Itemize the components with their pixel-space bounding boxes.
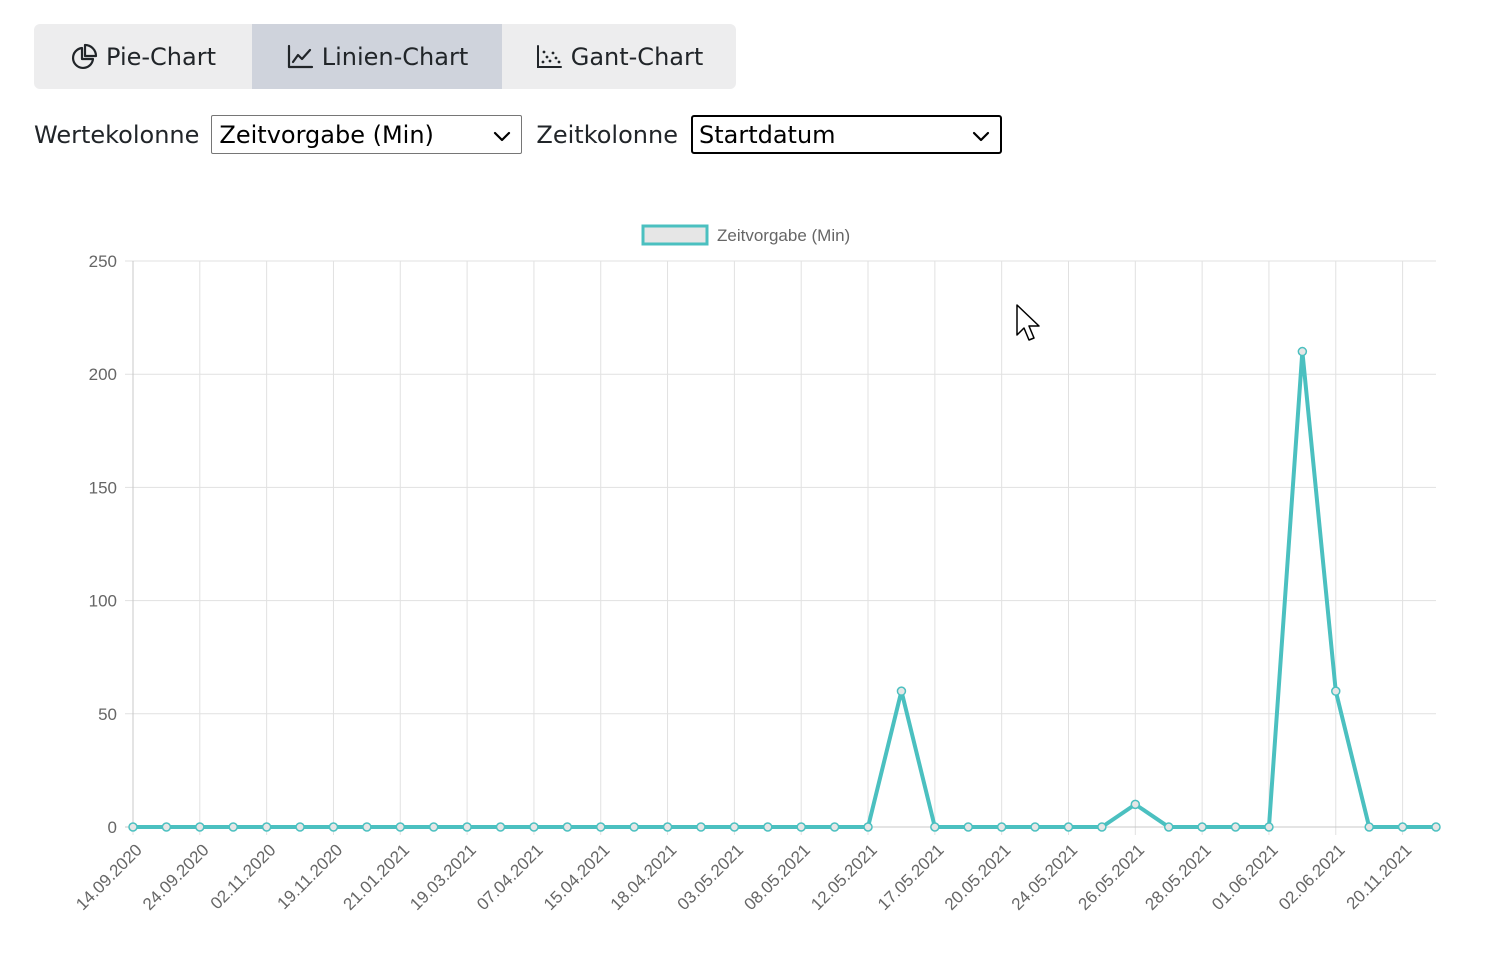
- data-point: [1297, 346, 1308, 357]
- time-column-label: Zeitkolonne: [536, 120, 678, 149]
- y-tick-label: 50: [98, 705, 117, 724]
- x-tick-label: 17.05.2021: [874, 840, 948, 914]
- data-point: [1230, 822, 1241, 832]
- x-tick-label: 26.05.2021: [1075, 840, 1149, 914]
- data-point: [295, 822, 305, 832]
- tab-gant-chart-label: Gant-Chart: [570, 42, 704, 71]
- data-point: [195, 822, 205, 832]
- legend-swatch: [641, 224, 709, 246]
- legend-label: Zeitvorgabe (Min): [717, 226, 850, 245]
- x-tick-label: 08.05.2021: [740, 840, 814, 914]
- tab-line-chart-label: Linien-Chart: [321, 42, 469, 71]
- data-point: [763, 822, 773, 832]
- y-tick-label: 100: [89, 592, 117, 611]
- data-point: [462, 822, 472, 832]
- data-point: [428, 822, 439, 832]
- data-point: [729, 822, 740, 832]
- data-point: [629, 822, 639, 832]
- y-tick-label: 0: [108, 818, 117, 837]
- data-point: [261, 822, 272, 832]
- line-chart: 0 50 100 150 200 250 14.09.202024.09.202002.11…: [72, 224, 1441, 914]
- data-point: [395, 822, 406, 832]
- data-point: [128, 822, 138, 832]
- chart-type-tabs: Pie-Chart Linien-Chart Gant-Chart: [34, 24, 736, 89]
- data-point: [930, 822, 940, 832]
- data-point: [1063, 822, 1074, 832]
- data-point: [1397, 822, 1408, 832]
- x-tick-label: 07.04.2021: [473, 840, 547, 914]
- data-point: [328, 822, 339, 832]
- data-point: [863, 822, 873, 832]
- scatter-chart-icon: [535, 43, 563, 71]
- data-point: [595, 822, 606, 832]
- pie-chart-icon: [70, 43, 98, 71]
- x-tick-label: 24.05.2021: [1008, 840, 1082, 914]
- data-point: [362, 822, 372, 832]
- x-tick-label: 21.01.2021: [340, 840, 414, 914]
- x-tick-label: 20.05.2021: [941, 840, 1015, 914]
- data-point: [1163, 822, 1174, 832]
- x-tick-label: 19.03.2021: [406, 840, 480, 914]
- data-point: [1197, 822, 1207, 832]
- x-tick-label: 18.04.2021: [607, 840, 681, 914]
- data-point: [896, 686, 907, 696]
- data-point: [1264, 822, 1274, 832]
- data-point: [529, 822, 539, 832]
- line-chart-icon: [286, 43, 314, 71]
- tab-line-chart[interactable]: Linien-Chart: [252, 24, 502, 89]
- data-point: [1130, 799, 1141, 810]
- x-tick-label: 02.11.2020: [207, 840, 280, 913]
- x-tick-label: 12.05.2021: [807, 840, 881, 914]
- data-point: [1364, 822, 1374, 832]
- chevron-down-icon: [971, 121, 991, 149]
- chevron-down-icon: [492, 121, 512, 149]
- data-point: [662, 822, 673, 832]
- series-line: [133, 351, 1436, 829]
- data-point: [1431, 822, 1441, 832]
- mouse-cursor-icon: [1016, 304, 1044, 348]
- y-tick-label: 250: [89, 252, 117, 271]
- data-point: [161, 822, 172, 832]
- time-column-select[interactable]: Startdatum: [690, 115, 1002, 154]
- data-point: [228, 822, 238, 832]
- x-tick-label: 28.05.2021: [1141, 840, 1215, 914]
- data-point: [829, 822, 840, 832]
- x-tick-label: 02.06.2021: [1275, 840, 1349, 914]
- data-point: [1030, 822, 1040, 832]
- x-tick-label: 20.11.2021: [1343, 840, 1416, 913]
- data-point: [696, 822, 706, 832]
- tab-pie-chart[interactable]: Pie-Chart: [34, 24, 252, 89]
- data-point: [495, 822, 506, 832]
- value-column-label: Wertekolonne: [34, 120, 200, 149]
- time-column-selected: Startdatum: [698, 120, 836, 149]
- x-tick-label: 01.06.2021: [1208, 840, 1282, 914]
- x-tick-label: 14.09.2020: [72, 840, 146, 914]
- value-column-selected: Zeitvorgabe (Min): [219, 120, 434, 149]
- x-tick-label: 15.04.2021: [540, 840, 614, 914]
- data-point: [1331, 686, 1341, 696]
- column-controls: Wertekolonne Zeitvorgabe (Min) Zeitkolon…: [34, 115, 1002, 154]
- data-point: [796, 822, 806, 832]
- x-tick-label: 03.05.2021: [674, 840, 748, 914]
- x-tick-label: 19.11.2020: [274, 840, 347, 913]
- y-tick-label: 200: [89, 365, 117, 384]
- x-tick-label: 24.09.2020: [139, 840, 213, 914]
- data-point: [1097, 822, 1107, 832]
- data-point: [996, 822, 1007, 832]
- tab-gant-chart[interactable]: Gant-Chart: [502, 24, 736, 89]
- tab-pie-chart-label: Pie-Chart: [106, 42, 216, 71]
- value-column-select[interactable]: Zeitvorgabe (Min): [211, 115, 523, 154]
- data-point: [562, 822, 573, 832]
- y-tick-label: 150: [89, 478, 117, 497]
- data-point: [963, 822, 974, 832]
